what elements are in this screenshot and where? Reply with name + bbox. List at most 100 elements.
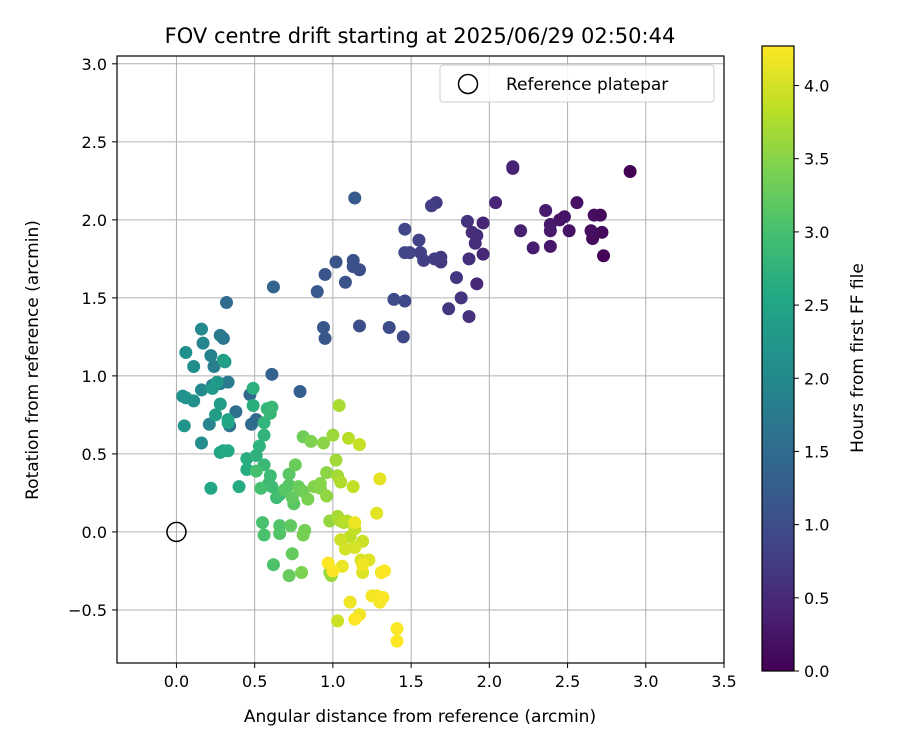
data-point [352, 438, 366, 452]
data-point [390, 634, 404, 648]
data-point [295, 565, 309, 579]
data-point [304, 434, 318, 448]
y-tick-label: 0.0 [82, 523, 107, 542]
data-point [254, 481, 268, 495]
data-point [220, 296, 234, 310]
colorbar-gradient [762, 46, 794, 671]
data-point [326, 564, 340, 578]
data-point [338, 275, 352, 289]
data-point [597, 249, 611, 263]
y-tick-label: 2.0 [82, 211, 107, 230]
data-point [331, 614, 345, 628]
data-point [470, 277, 484, 291]
data-point [257, 416, 271, 430]
data-point [216, 353, 230, 367]
data-point [543, 239, 557, 253]
data-point [346, 260, 360, 274]
data-point [326, 428, 340, 442]
data-point [428, 252, 442, 266]
data-point [273, 526, 287, 540]
data-point [257, 528, 271, 542]
data-point [373, 472, 387, 486]
data-point [370, 506, 384, 520]
x-tick-label: 2.0 [477, 672, 502, 691]
data-point [310, 285, 324, 299]
colorbar-tick-label: 4.0 [804, 77, 829, 96]
data-point [187, 360, 201, 374]
data-point [332, 399, 346, 413]
legend-label: Reference platepar [506, 75, 668, 95]
data-point [329, 453, 343, 467]
data-point [348, 516, 362, 530]
legend: Reference platepar [439, 64, 715, 103]
data-point [318, 331, 332, 345]
colorbar-frame [761, 45, 795, 672]
data-point [449, 271, 463, 285]
data-point [584, 224, 598, 238]
colorbar-ticks: 0.0 0.5 1.0 1.5 2.0 2.5 3.0 3.5 4.0 [794, 77, 829, 681]
data-point [334, 475, 348, 489]
colorbar-tick-label: 2.0 [804, 369, 829, 388]
colorbar-tick-label: 1.0 [804, 516, 829, 535]
data-point [221, 444, 235, 458]
x-tick-label: 1.0 [320, 672, 345, 691]
colorbar-tick-label: 3.0 [804, 223, 829, 242]
data-point [352, 319, 366, 333]
data-point [460, 214, 474, 228]
data-point [296, 528, 310, 542]
x-tick-label: 0.5 [242, 672, 267, 691]
data-point [390, 622, 404, 636]
x-tick-label: 3.5 [711, 672, 736, 691]
data-point [246, 399, 260, 413]
reference-marker [166, 521, 187, 543]
data-point [204, 481, 218, 495]
data-point [266, 558, 280, 572]
data-point [595, 225, 609, 239]
data-point [301, 492, 315, 506]
y-axis: −0.5 0.0 0.5 1.0 1.5 2.0 2.5 3.0 [68, 55, 117, 620]
data-point [539, 203, 553, 217]
data-point [398, 294, 412, 308]
data-point [317, 436, 331, 450]
data-point [255, 516, 269, 530]
x-tick-label: 0.0 [164, 672, 189, 691]
data-point [318, 267, 332, 281]
data-point [356, 558, 370, 572]
data-point [249, 464, 263, 478]
colorbar: 0.0 0.5 1.0 1.5 2.0 2.5 3.0 3.5 4.0 Hours from f… [761, 45, 868, 681]
data-point [346, 480, 360, 494]
y-tick-label: 2.5 [82, 133, 107, 152]
data-point [204, 349, 218, 363]
data-point [382, 321, 396, 335]
x-tick-label: 1.5 [398, 672, 423, 691]
data-point [265, 367, 279, 381]
data-point [202, 417, 216, 431]
data-point [293, 384, 307, 398]
data-point [348, 612, 362, 626]
data-point [320, 489, 334, 503]
data-point [342, 431, 356, 445]
data-point [465, 225, 479, 239]
data-point [205, 381, 219, 395]
colorbar-tick-label: 3.5 [804, 150, 829, 169]
data-point [320, 466, 334, 480]
data-point [348, 191, 362, 205]
y-tick-label: 1.5 [82, 289, 107, 308]
data-point [285, 547, 299, 561]
data-point [213, 328, 227, 342]
data-point [387, 292, 401, 306]
chart-title: FOV centre drift starting at 2025/06/29 … [165, 24, 676, 48]
x-axis: 0.0 0.5 1.0 1.5 2.0 2.5 3.0 3.5 [164, 663, 737, 691]
data-point [263, 469, 277, 483]
x-tick-label: 2.5 [555, 672, 580, 691]
colorbar-tick-label: 2.5 [804, 296, 829, 315]
data-point [179, 345, 193, 359]
data-point [207, 360, 221, 374]
x-tick-label: 3.0 [633, 672, 658, 691]
colorbar-tick-label: 0.5 [804, 589, 829, 608]
data-point [209, 408, 223, 422]
data-point [313, 477, 327, 491]
data-point [194, 383, 208, 397]
data-point [442, 302, 456, 316]
